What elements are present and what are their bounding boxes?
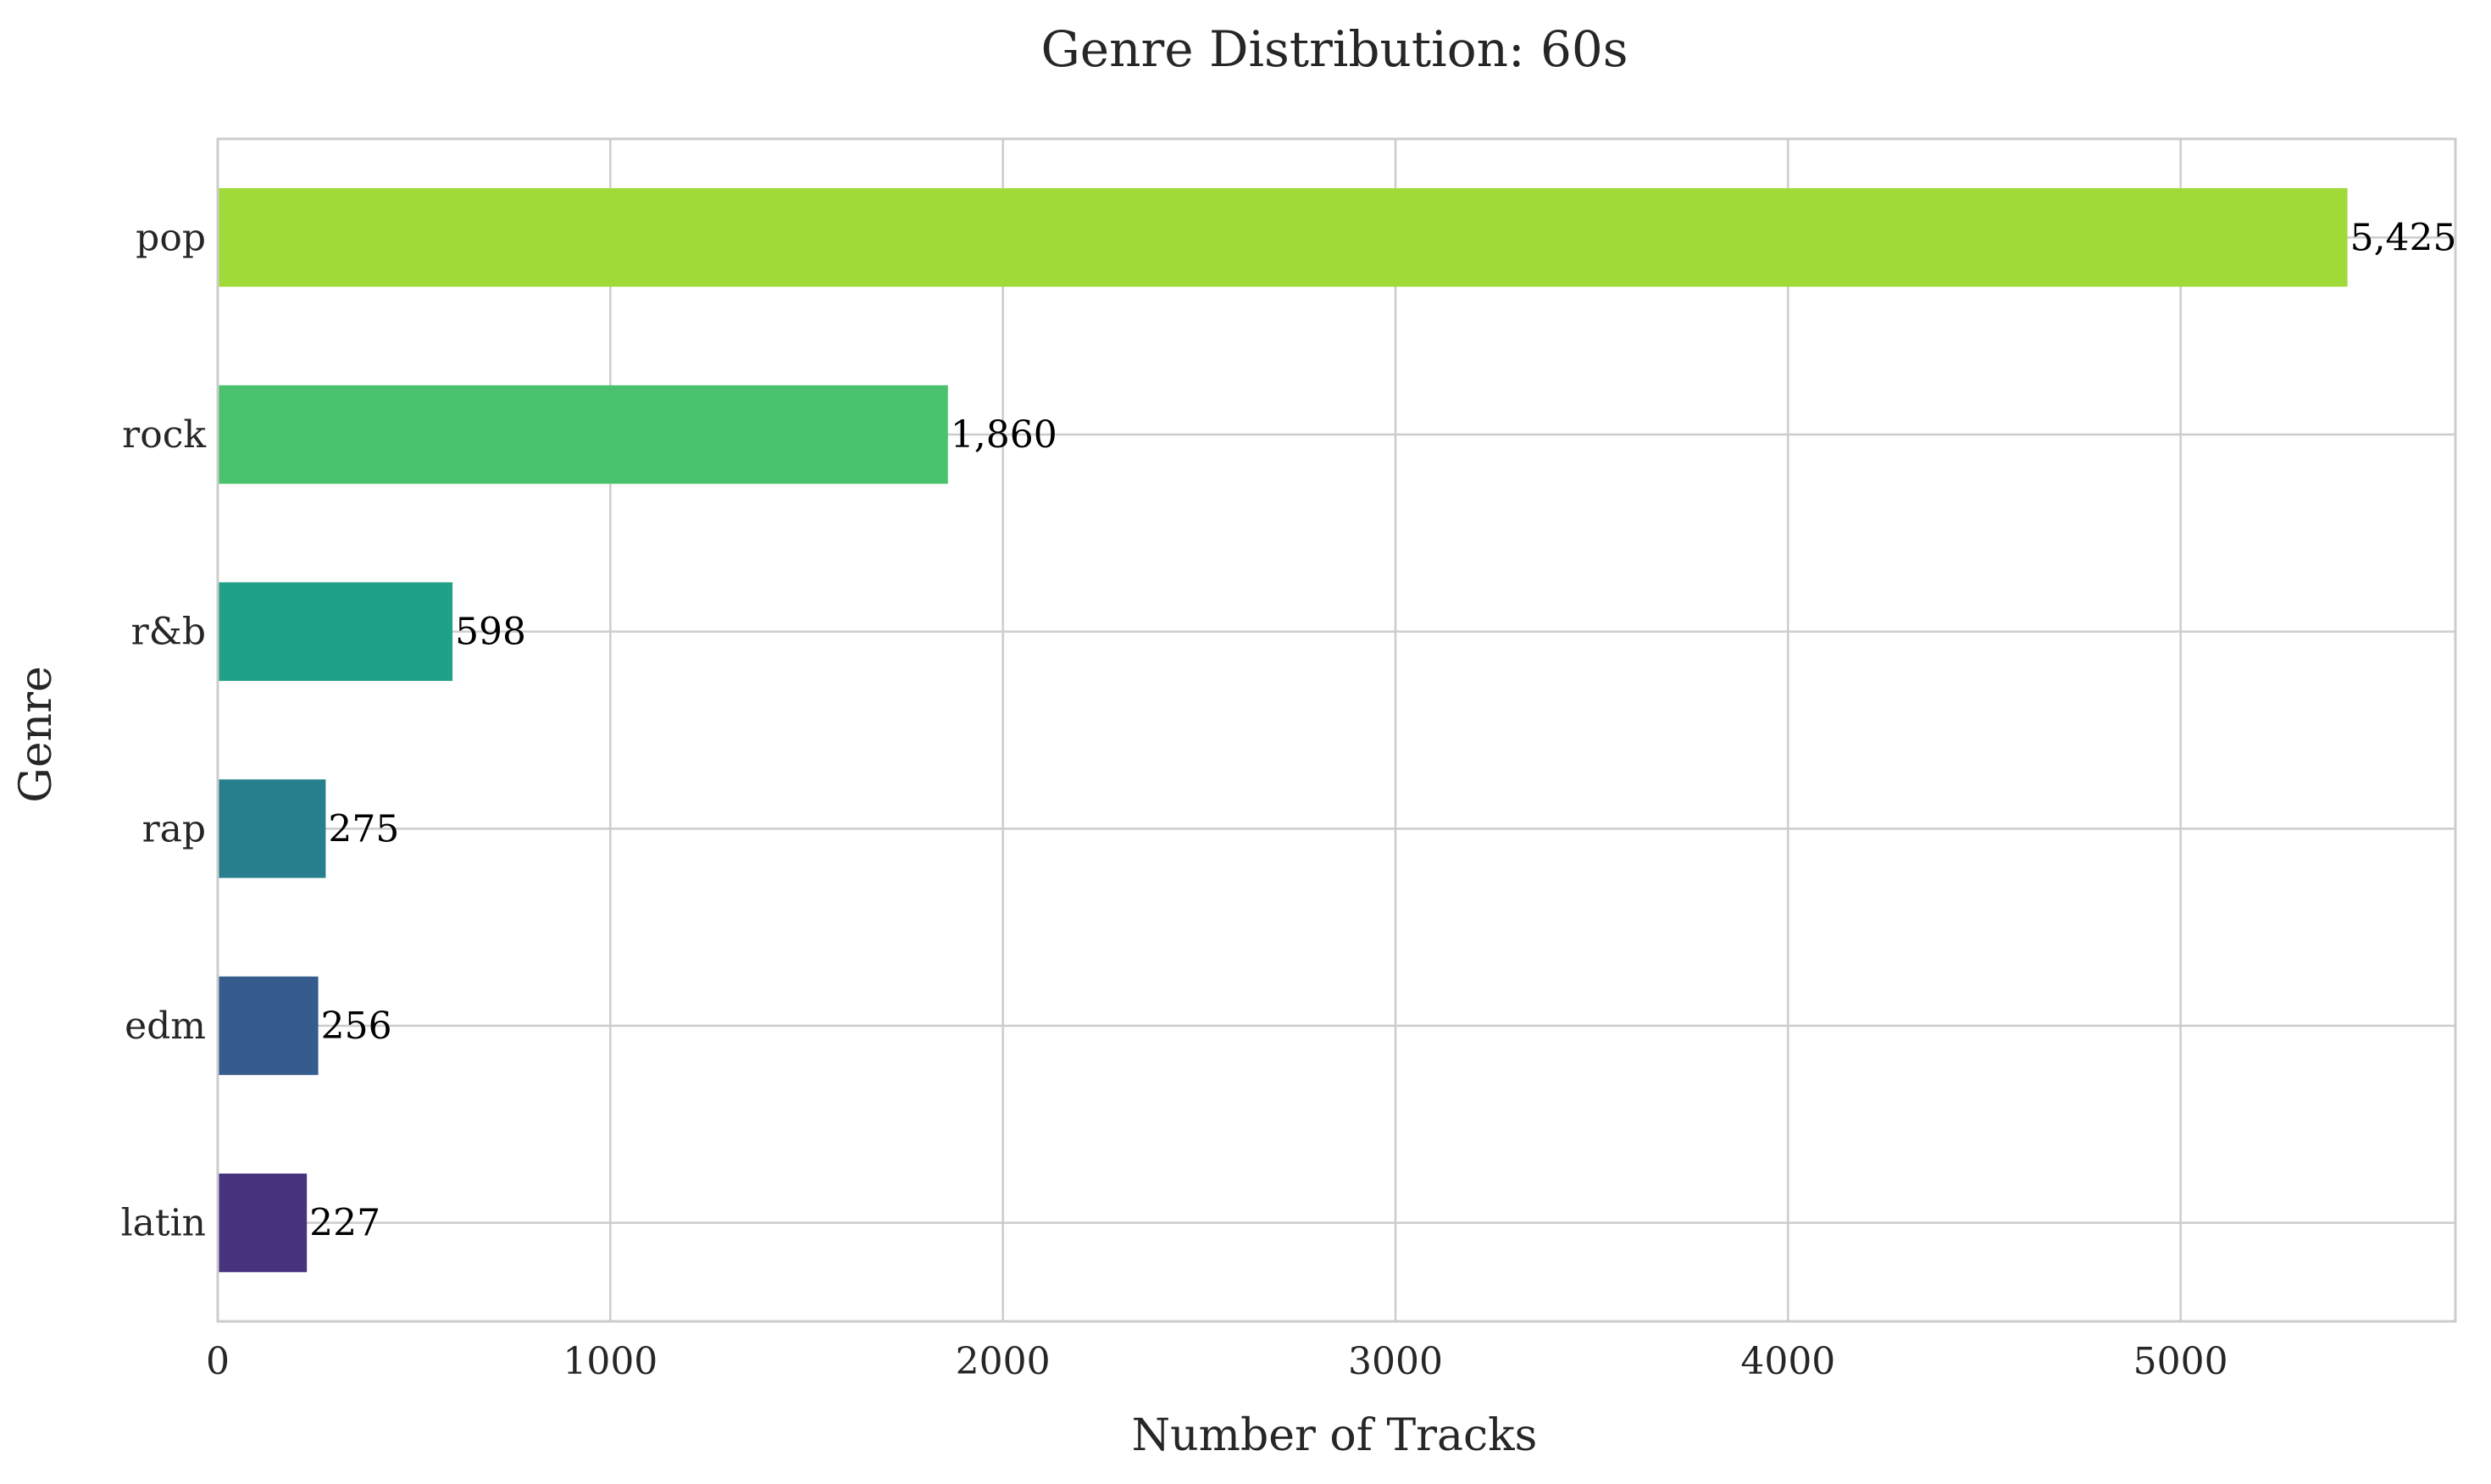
chart-title: Genre Distribution: 60s	[1040, 20, 1628, 78]
bar-rap	[218, 779, 326, 878]
bars	[218, 188, 2348, 1272]
bar-rock	[218, 385, 948, 485]
bar-rb	[218, 582, 453, 681]
data-label: 1,860	[951, 413, 1057, 457]
data-labels: 5,425 1,860 598 275 256 227	[309, 216, 2456, 1244]
y-tick-label: rap	[142, 807, 206, 850]
y-tick-label: edm	[125, 1005, 206, 1048]
x-tick-labels: 0 1000 2000 3000 4000 5000	[206, 1340, 2228, 1383]
bar-latin	[218, 1173, 308, 1272]
x-tick-label: 3000	[1348, 1340, 1443, 1383]
y-tick-label: rock	[122, 413, 206, 457]
x-tick-label: 5000	[2133, 1340, 2228, 1383]
x-tick-label: 1000	[563, 1340, 657, 1383]
data-label: 275	[328, 807, 399, 850]
data-label: 598	[455, 611, 526, 654]
bar-pop	[218, 188, 2348, 287]
x-tick-label: 4000	[1740, 1340, 1835, 1383]
y-axis-label: Genre	[11, 666, 62, 802]
y-tick-label: pop	[136, 216, 206, 259]
x-axis-label: Number of Tracks	[1132, 1410, 1538, 1461]
x-tick-label: 2000	[956, 1340, 1051, 1383]
data-label: 227	[309, 1202, 380, 1245]
data-label: 256	[321, 1005, 392, 1048]
grid	[218, 139, 2455, 1321]
bar-edm	[218, 976, 319, 1076]
y-tick-labels: pop rock r&b rap edm latin	[121, 216, 207, 1244]
x-tick-label: 0	[206, 1340, 230, 1383]
y-tick-label: latin	[121, 1202, 206, 1245]
y-tick-label: r&b	[131, 611, 206, 654]
data-label: 5,425	[2350, 216, 2457, 259]
plot-frame	[216, 137, 2457, 1323]
